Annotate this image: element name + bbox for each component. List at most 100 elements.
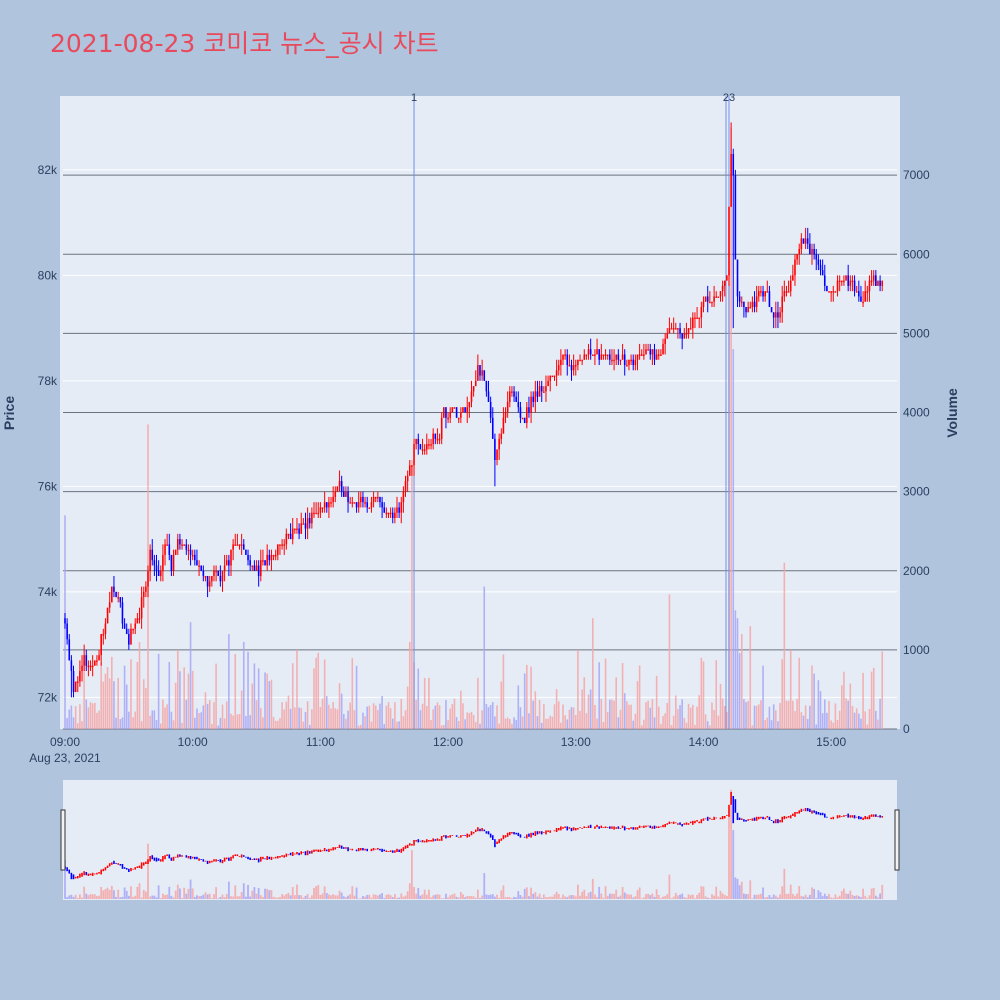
candle-body [262,560,264,562]
slider-volume-bar [240,891,243,899]
volume-bar [502,654,505,729]
candle-body [332,496,334,503]
slider-volume-bar [362,896,364,899]
slider-volume-bar [542,894,545,899]
candle-body [653,349,656,360]
volume-bar [342,714,345,729]
candle-body [81,665,83,671]
volume-bar [313,668,315,729]
slider-volume-bar [462,894,464,899]
volume-bar [696,706,698,729]
slider-volume-bar [244,896,247,899]
candle-body [781,296,784,313]
candle-body [655,354,658,360]
slider-volume-bar [659,898,662,899]
candle-body [191,554,194,557]
candle-body [700,307,703,318]
slider-volume-bar [606,895,609,899]
candle-body [225,560,228,566]
volume-bar [519,707,522,729]
slider-volume-bar [781,886,784,899]
slider-volume-bar [274,897,277,899]
candle-body [832,291,835,293]
volume-bar [840,685,843,729]
candle-body [155,565,158,571]
candle-body [698,317,701,320]
slider-volume-bar [340,892,343,899]
candle-body [677,328,679,330]
range-slider[interactable] [63,780,897,900]
volume-bar [130,659,132,729]
candle-body [696,317,698,320]
volume-bar [268,681,271,729]
slider-volume-bar [717,896,720,899]
slider-volume-bar [98,895,100,899]
range-slider-handle-right[interactable] [894,809,900,871]
slider-volume-bar [579,895,581,899]
volume-bar [619,709,622,729]
candle-body [606,354,609,356]
volume-bar [174,682,177,729]
slider-volume-bar [879,893,882,899]
candle-body [111,586,113,603]
candle-body [360,496,362,503]
candle-body [519,407,522,418]
slider-volume-bar [64,860,66,899]
slider-volume-bar [613,893,615,899]
volume-bar [745,702,747,729]
y-tick-label: 74k [38,585,58,599]
slider-volume-bar [151,895,154,899]
slider-volume-bar [453,893,456,899]
volume-bar [698,695,701,729]
slider-volume-bar [125,890,128,899]
candle-body [451,407,454,413]
candle-body [858,291,860,297]
volume-bar [345,718,347,729]
candle-body [202,570,205,577]
slider-volume-bar [489,894,492,899]
volume-bar [783,562,786,729]
volume-bar [743,699,745,729]
slider-volume-bar [719,890,722,899]
volume-bar [296,649,298,729]
news-marker-label: 1 [411,92,417,104]
candle-body [128,634,130,645]
slider-volume-bar [459,892,462,899]
volume-bar [568,709,571,729]
volume-bar [408,641,411,729]
candle-body [572,365,575,371]
candle-body [491,417,494,439]
volume-bar [651,699,654,729]
volume-bar [332,702,334,729]
candle-body [468,401,471,408]
slider-volume-bar [545,897,547,899]
candle-body [796,254,798,260]
volume-bar [553,704,556,729]
candle-body [809,243,811,255]
volume-bar [134,711,137,729]
slider-volume-bar [293,895,296,899]
candle-body [634,359,637,366]
volume-bar [615,677,618,729]
candle-body [270,554,273,561]
range-slider-handle-left[interactable] [60,809,66,871]
slider-volume-bar [513,896,515,899]
candle-body [213,570,215,577]
candle-body [840,280,843,283]
slider-volume-bar [347,895,349,899]
slider-volume-bar [687,894,690,899]
slider-volume-bar [208,893,211,899]
slider-volume-bar [442,898,445,899]
candle-body [670,328,673,330]
x-tick-label: 11:00 [306,735,335,749]
candle-body [643,354,645,356]
candle-body [621,354,624,360]
volume-bar [611,699,613,729]
candle-body [255,565,258,571]
slider-volume-bar [855,895,858,899]
slider-volume-bar [815,898,818,899]
slider-volume-bar [113,890,115,899]
slider-volume-bar [732,830,735,899]
volume-bar [543,704,545,729]
